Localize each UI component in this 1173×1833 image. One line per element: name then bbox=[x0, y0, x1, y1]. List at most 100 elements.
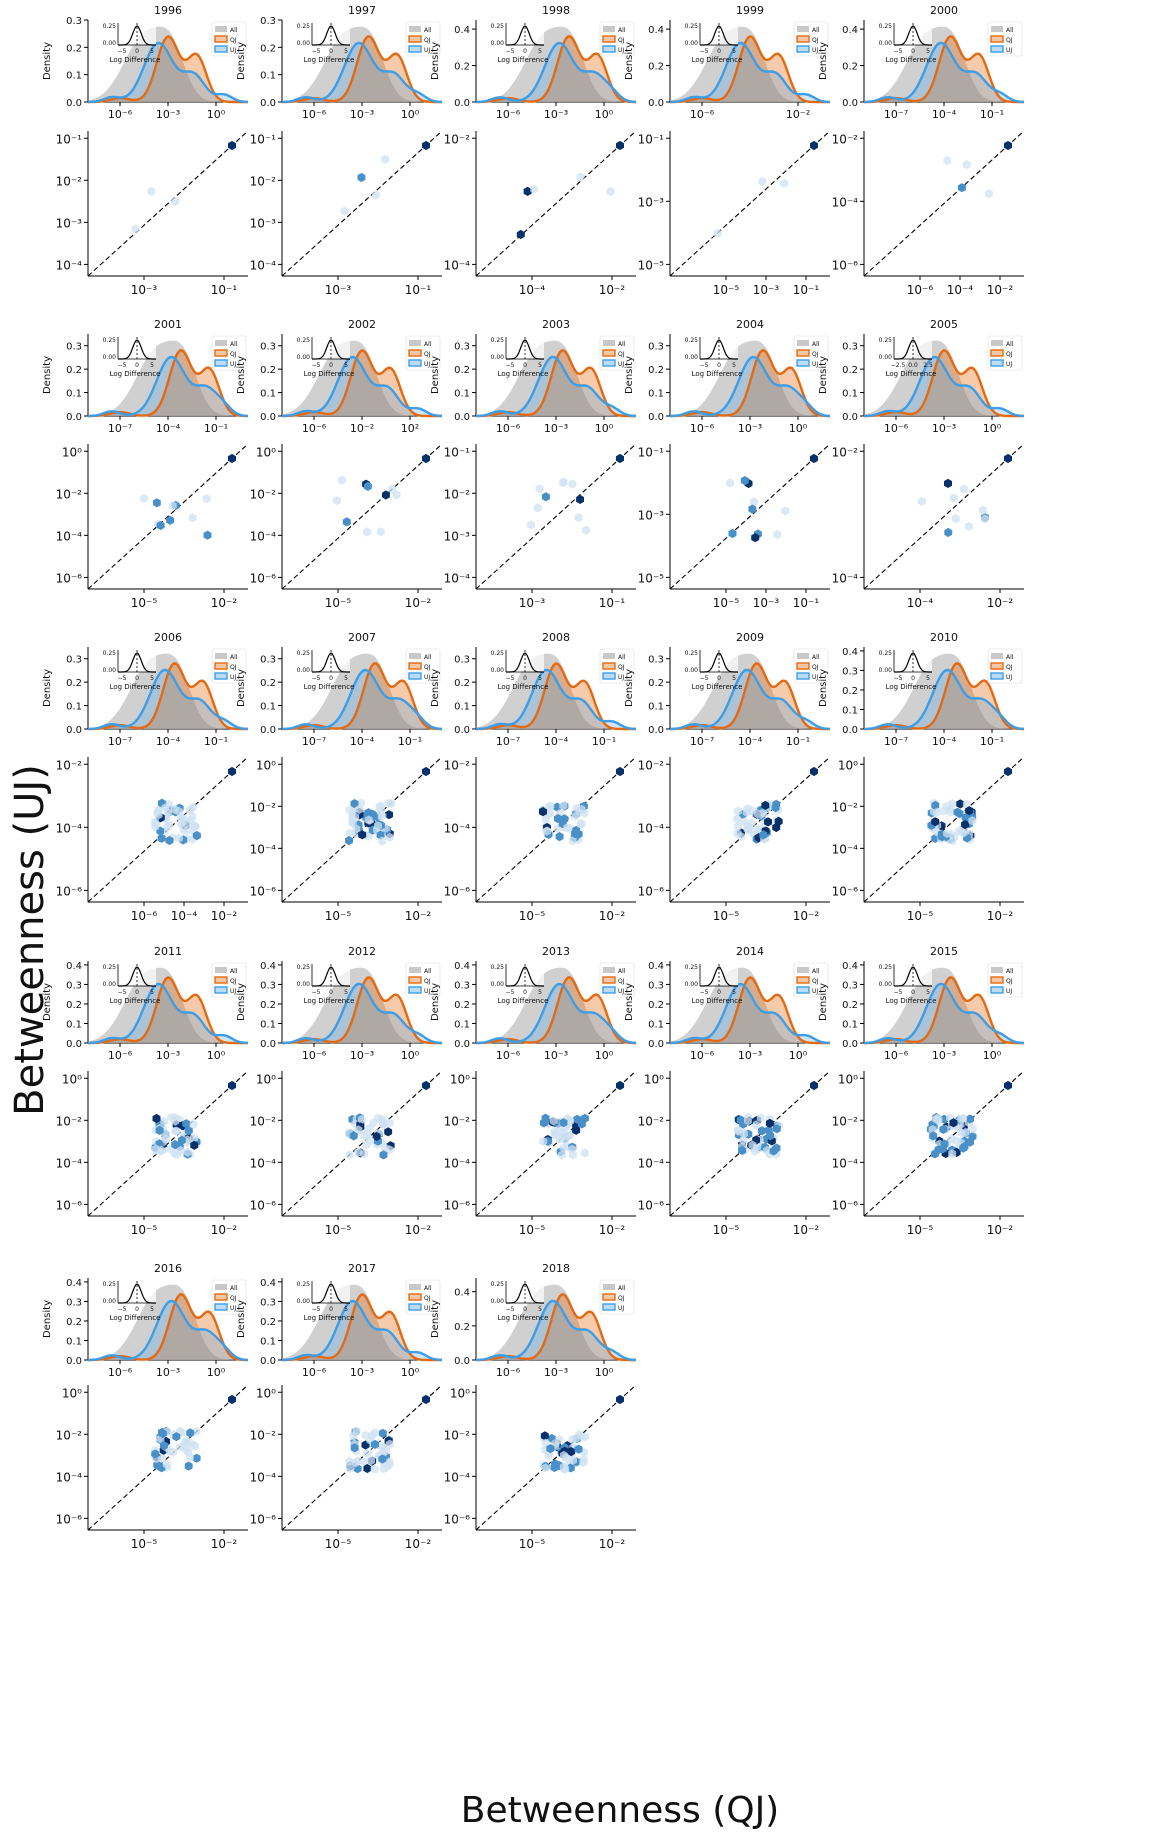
inset-curve bbox=[700, 339, 738, 360]
inset-xtick-label: 0 bbox=[329, 675, 333, 682]
qj-density-area bbox=[88, 663, 248, 729]
inset-xtick-label: 0 bbox=[523, 48, 527, 55]
scatter-y-tick-label: 10⁻⁴ bbox=[250, 1156, 277, 1170]
y-tick-label: 0.2 bbox=[842, 1000, 858, 1011]
hexbin-cell bbox=[541, 1463, 550, 1473]
hexbin-cell bbox=[203, 530, 212, 540]
x-tick-label: 10⁻³ bbox=[932, 1049, 956, 1062]
scatter-y-tick-label: 10⁻¹ bbox=[638, 445, 665, 459]
hexbin-cell bbox=[373, 821, 382, 831]
scatter-y-tick-label: 10⁻⁴ bbox=[444, 571, 471, 585]
hexbin-cell bbox=[956, 799, 965, 809]
legend: All QJ UJ bbox=[211, 21, 247, 57]
inset-background bbox=[700, 23, 738, 45]
legend-swatch bbox=[215, 340, 227, 346]
hexbin-cell bbox=[577, 804, 586, 815]
scatter-y-tick-label: 10⁻⁶ bbox=[56, 571, 83, 585]
y-tick-label: 0.1 bbox=[260, 1336, 276, 1347]
legend-swatch bbox=[214, 986, 228, 994]
inset-curve bbox=[700, 652, 738, 673]
inset-background bbox=[700, 337, 738, 359]
all-density-area bbox=[864, 967, 1024, 1043]
y-tick-label: 0.3 bbox=[842, 666, 858, 677]
inset-background bbox=[118, 337, 156, 359]
hexbin-cell bbox=[959, 1113, 968, 1123]
hexbin-cell bbox=[155, 1125, 164, 1135]
x-tick-label: 10⁻³ bbox=[350, 108, 374, 121]
y-tick-label: 0.0 bbox=[260, 725, 276, 736]
legend-entry: UJ bbox=[424, 1305, 430, 1312]
qj-density-area bbox=[864, 977, 1024, 1043]
identity-line bbox=[475, 443, 637, 590]
x-tick-label: 10⁻⁶ bbox=[690, 108, 715, 121]
inset-background bbox=[312, 337, 350, 359]
hexbin-cell bbox=[810, 766, 818, 777]
legend-swatch bbox=[796, 672, 810, 680]
hexbin-cell bbox=[766, 1131, 775, 1141]
hexbin-cell bbox=[181, 1438, 190, 1448]
hexbin-cell bbox=[750, 497, 758, 507]
inset-xtick-label: −5 bbox=[118, 989, 127, 996]
y-tick-label: 0.4 bbox=[842, 25, 858, 36]
hexbin-cell bbox=[539, 807, 547, 817]
scatter-x-tick-label: 10⁻⁵ bbox=[907, 1223, 934, 1237]
inset-xtick-label: 5 bbox=[150, 1306, 154, 1313]
hexbin-cell bbox=[939, 1124, 948, 1134]
inset-curve bbox=[312, 966, 350, 987]
inset-xtick-label: 5 bbox=[344, 1306, 348, 1313]
scatter-x-tick-label: 10⁻¹ bbox=[793, 283, 820, 297]
legend-swatch bbox=[797, 967, 809, 973]
hexbin-cell bbox=[929, 1131, 938, 1141]
identity-line bbox=[475, 1384, 637, 1531]
hexbin-cell bbox=[177, 1135, 186, 1145]
y-tick-label: 0.0 bbox=[842, 1039, 858, 1050]
y-tick-label: 0.2 bbox=[648, 1000, 664, 1011]
uj-density-area bbox=[864, 43, 1024, 102]
legend: All QJ UJ bbox=[405, 335, 441, 371]
hexbin-cell bbox=[571, 829, 580, 839]
inset-curve bbox=[118, 339, 156, 360]
hexbin-cell bbox=[376, 527, 385, 537]
scatter-x-tick-label: 10⁻⁵ bbox=[713, 909, 740, 923]
scatter-x-tick-label: 10⁻² bbox=[987, 283, 1014, 297]
legend: All QJ UJ bbox=[793, 648, 829, 684]
inset-xtick-label: 0.0 bbox=[908, 362, 918, 369]
legend-entry: QJ bbox=[230, 978, 237, 985]
y-tick-label: 0.1 bbox=[260, 1019, 276, 1030]
inset-curve bbox=[506, 339, 544, 360]
scatter-x-tick-label: 10⁻² bbox=[405, 596, 432, 610]
legend-entry: UJ bbox=[230, 674, 236, 681]
hexbin-scatter: 10⁻⁵ 10⁻² 10⁰ 10⁻² 10⁻⁴ 10⁻⁶ bbox=[56, 1070, 249, 1237]
x-tick-label: 10⁻⁶ bbox=[108, 1049, 133, 1062]
hexbin-cell bbox=[378, 836, 387, 846]
x-tick-label: 10⁻⁷ bbox=[496, 735, 520, 748]
y-tick-label: 0.2 bbox=[66, 1000, 82, 1011]
legend-swatch bbox=[408, 45, 422, 53]
inset-xtick-label: 5 bbox=[538, 989, 542, 996]
inset-xtick-label: 0 bbox=[717, 362, 721, 369]
qj-density-line bbox=[476, 349, 636, 418]
inset-xtick-label: 5 bbox=[344, 989, 348, 996]
y-tick-label: 0.3 bbox=[454, 342, 470, 353]
inset-ytick-label: 0.25 bbox=[879, 23, 893, 30]
y-tick-label: 0.0 bbox=[648, 98, 664, 109]
inset-background bbox=[506, 964, 544, 986]
density-ylabel: Density bbox=[42, 42, 53, 80]
hexbin-cell bbox=[616, 766, 624, 777]
hexbin-scatter: 10⁻⁵ 10⁻² 10⁰ 10⁻² 10⁻⁴ 10⁻⁶ bbox=[56, 1384, 249, 1551]
inset-xtick-label: −5 bbox=[312, 989, 321, 996]
inset-ytick-label: 0.25 bbox=[297, 964, 311, 971]
legend: All QJ UJ bbox=[987, 335, 1023, 371]
scatter-y-tick-label: 10⁻⁴ bbox=[444, 821, 471, 835]
legend-swatch bbox=[603, 1284, 615, 1290]
hexbin-cell bbox=[164, 822, 172, 832]
legend-entry: UJ bbox=[618, 1305, 624, 1312]
inset-ytick-label: 0.25 bbox=[491, 964, 505, 971]
hexbin-scatter: 10⁻⁴ 10⁻² 10⁻² 10⁻⁴ bbox=[444, 130, 637, 297]
legend: All QJ UJ bbox=[793, 21, 829, 57]
legend-swatch bbox=[602, 662, 616, 670]
